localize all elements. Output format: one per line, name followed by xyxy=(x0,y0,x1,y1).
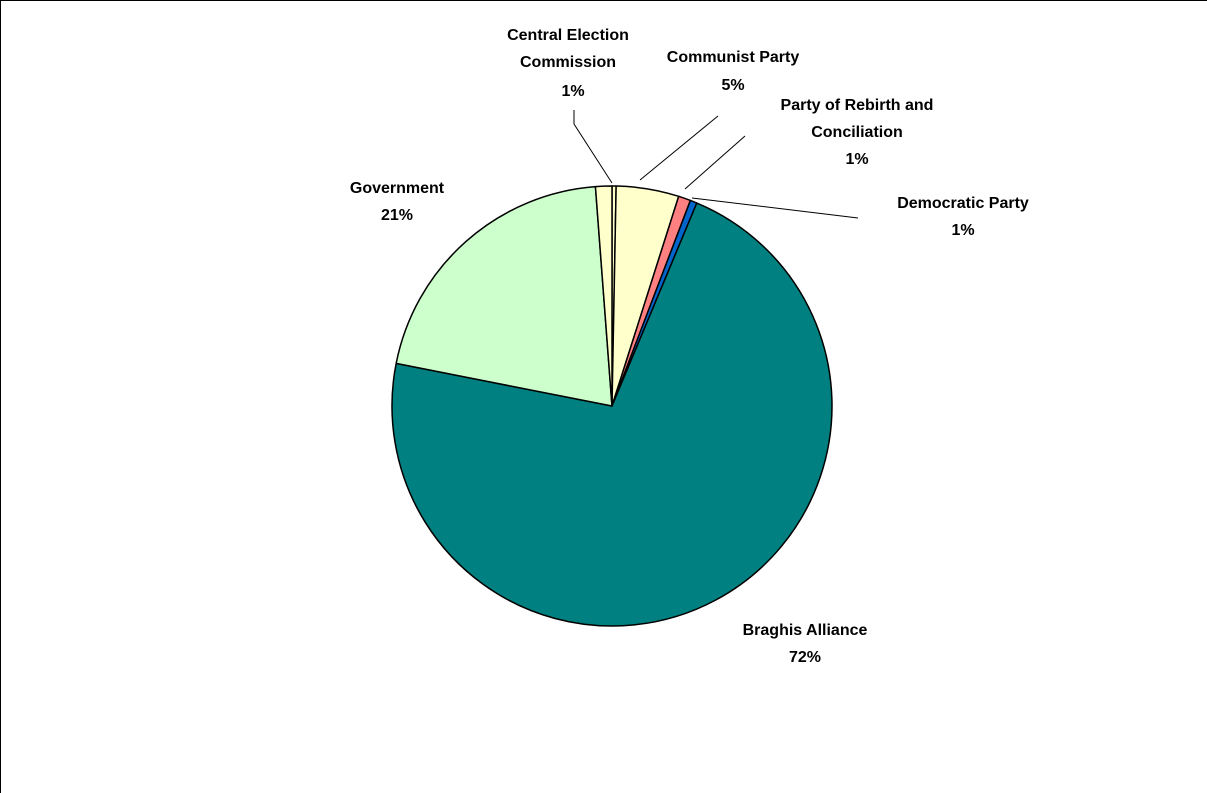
leader-line-0 xyxy=(573,110,613,184)
slice-label-3-0: Democratic Party xyxy=(897,195,1029,212)
pie-slice-6 xyxy=(594,185,613,407)
leader-line-3 xyxy=(691,197,859,219)
slice-label-2-1: Conciliation xyxy=(811,124,903,141)
slice-percent-5: 21% xyxy=(381,207,413,224)
slice-label-0-1: Commission xyxy=(520,54,616,71)
slice-label-4-0: Braghis Alliance xyxy=(743,622,868,639)
slice-percent-4: 72% xyxy=(789,649,821,666)
slice-label-2-0: Party of Rebirth and xyxy=(781,97,934,114)
slice-percent-1: 5% xyxy=(721,77,744,94)
pie-slice-5 xyxy=(395,185,613,407)
pie-slice-4 xyxy=(391,202,833,627)
leader-line-1 xyxy=(639,115,719,181)
slice-label-5-0: Government xyxy=(350,180,445,197)
slice-label-0-0: Central Election xyxy=(507,27,629,44)
slice-label-1-0: Communist Party xyxy=(667,49,800,66)
slice-percent-2: 1% xyxy=(845,151,868,168)
slice-percent-3: 1% xyxy=(951,222,974,239)
slice-percent-0: 1% xyxy=(561,83,584,100)
leader-line-2 xyxy=(684,135,746,190)
